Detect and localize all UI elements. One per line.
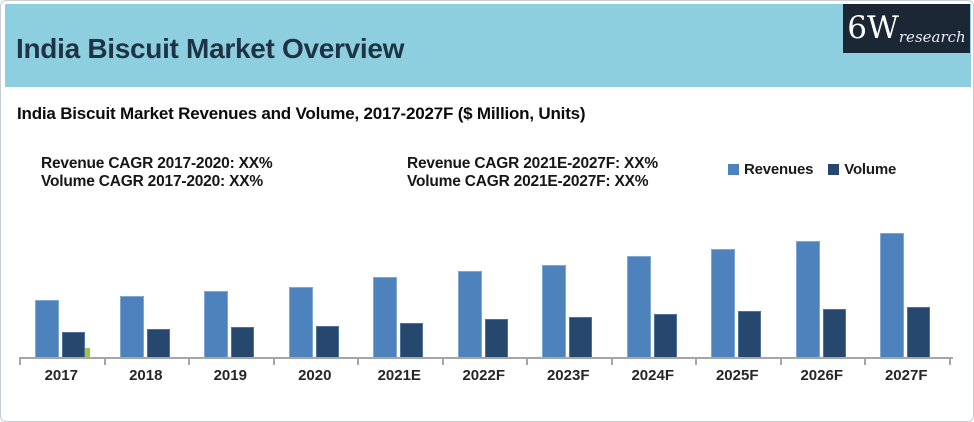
x-axis-tick: [864, 358, 866, 365]
x-axis-tick: [526, 358, 528, 365]
revenue-cagr-forecast: Revenue CAGR 2021E-2027F: XX%: [407, 155, 658, 172]
legend: Revenues Volume: [728, 161, 896, 178]
legend-swatch-volume-icon: [828, 164, 840, 175]
bar-volume-2023F: [569, 317, 592, 357]
x-axis-label-2021E: 2021E: [377, 367, 421, 384]
logo-6w-text: 6W: [847, 10, 899, 46]
x-axis-tick: [272, 358, 275, 365]
header-band: India Biscuit Market Overview: [5, 4, 971, 87]
bar-revenues-2027F: [880, 233, 904, 357]
x-axis-label-2020: 2020: [298, 367, 332, 384]
x-axis-tick: [695, 358, 697, 365]
bar-revenues-2017: [35, 300, 59, 357]
legend-label-volume: Volume: [844, 161, 897, 178]
x-axis-tick: [948, 358, 951, 365]
bar-volume-2022F: [484, 319, 508, 357]
x-axis-label-2027F: 2027F: [884, 367, 928, 384]
brand-logo: 6W research: [843, 4, 970, 53]
bar-volume-2021E: [400, 323, 423, 357]
x-axis-tick: [779, 358, 782, 365]
bar-revenues-2023F: [542, 265, 566, 357]
x-axis-tick: [19, 358, 21, 365]
cagr-block-right: Revenue CAGR 2021E-2027F: XX% Volume CAG…: [407, 155, 658, 191]
bar-revenues-2021E: [373, 277, 397, 357]
bar-volume-2020: [315, 326, 339, 357]
bar-revenues-2022F: [457, 271, 482, 357]
bar-revenues-2024F: [626, 256, 651, 357]
legend-item-volume: Volume: [828, 161, 896, 178]
legend-label-revenues: Revenues: [744, 161, 814, 178]
x-axis-label-2017: 2017: [44, 367, 78, 384]
legend-item-revenues: Revenues: [728, 161, 813, 178]
chart-title: India Biscuit Market Revenues and Volume…: [17, 104, 586, 123]
x-axis-tick: [357, 358, 359, 365]
x-axis-label-2023F: 2023F: [546, 367, 590, 384]
legend-swatch-revenues-icon: [728, 164, 739, 175]
revenue-cagr-historic: Revenue CAGR 2017-2020: XX%: [41, 155, 273, 172]
x-axis-tick: [103, 358, 106, 365]
x-axis-label-2024F: 2024F: [631, 367, 675, 384]
x-axis-label-2025F: 2025F: [715, 367, 759, 384]
x-axis-label-2026F: 2026F: [800, 367, 844, 384]
bar-volume-2025F: [738, 311, 761, 357]
cagr-block-left: Revenue CAGR 2017-2020: XX% Volume CAGR …: [41, 155, 273, 191]
bar-volume-2024F: [653, 314, 677, 357]
bar-volume-2026F: [822, 309, 846, 357]
bar-revenues-2019: [204, 291, 228, 357]
x-axis-label-2019: 2019: [213, 367, 247, 384]
bar-revenues-2018: [119, 296, 144, 357]
bar-volume-2018: [146, 329, 170, 357]
x-axis-tick: [610, 358, 613, 365]
x-axis-line: [19, 357, 953, 359]
x-axis-tick: [441, 358, 444, 365]
page-title: India Biscuit Market Overview: [16, 32, 405, 64]
bar-volume-2019: [231, 327, 254, 357]
stray-green-mark: [85, 348, 90, 357]
bar-volume-2017: [62, 332, 85, 357]
logo-research-text: research: [898, 27, 966, 46]
bar-revenues-2025F: [711, 249, 735, 357]
x-axis-label-2018: 2018: [129, 367, 163, 384]
bar-revenues-2020: [288, 287, 313, 357]
bar-volume-2027F: [907, 307, 930, 357]
volume-cagr-forecast: Volume CAGR 2021E-2027F: XX%: [407, 173, 649, 190]
x-axis-tick: [188, 358, 190, 365]
volume-cagr-historic: Volume CAGR 2017-2020: XX%: [41, 173, 263, 190]
x-axis-label-2022F: 2022F: [462, 367, 506, 384]
bar-revenues-2026F: [795, 241, 820, 357]
